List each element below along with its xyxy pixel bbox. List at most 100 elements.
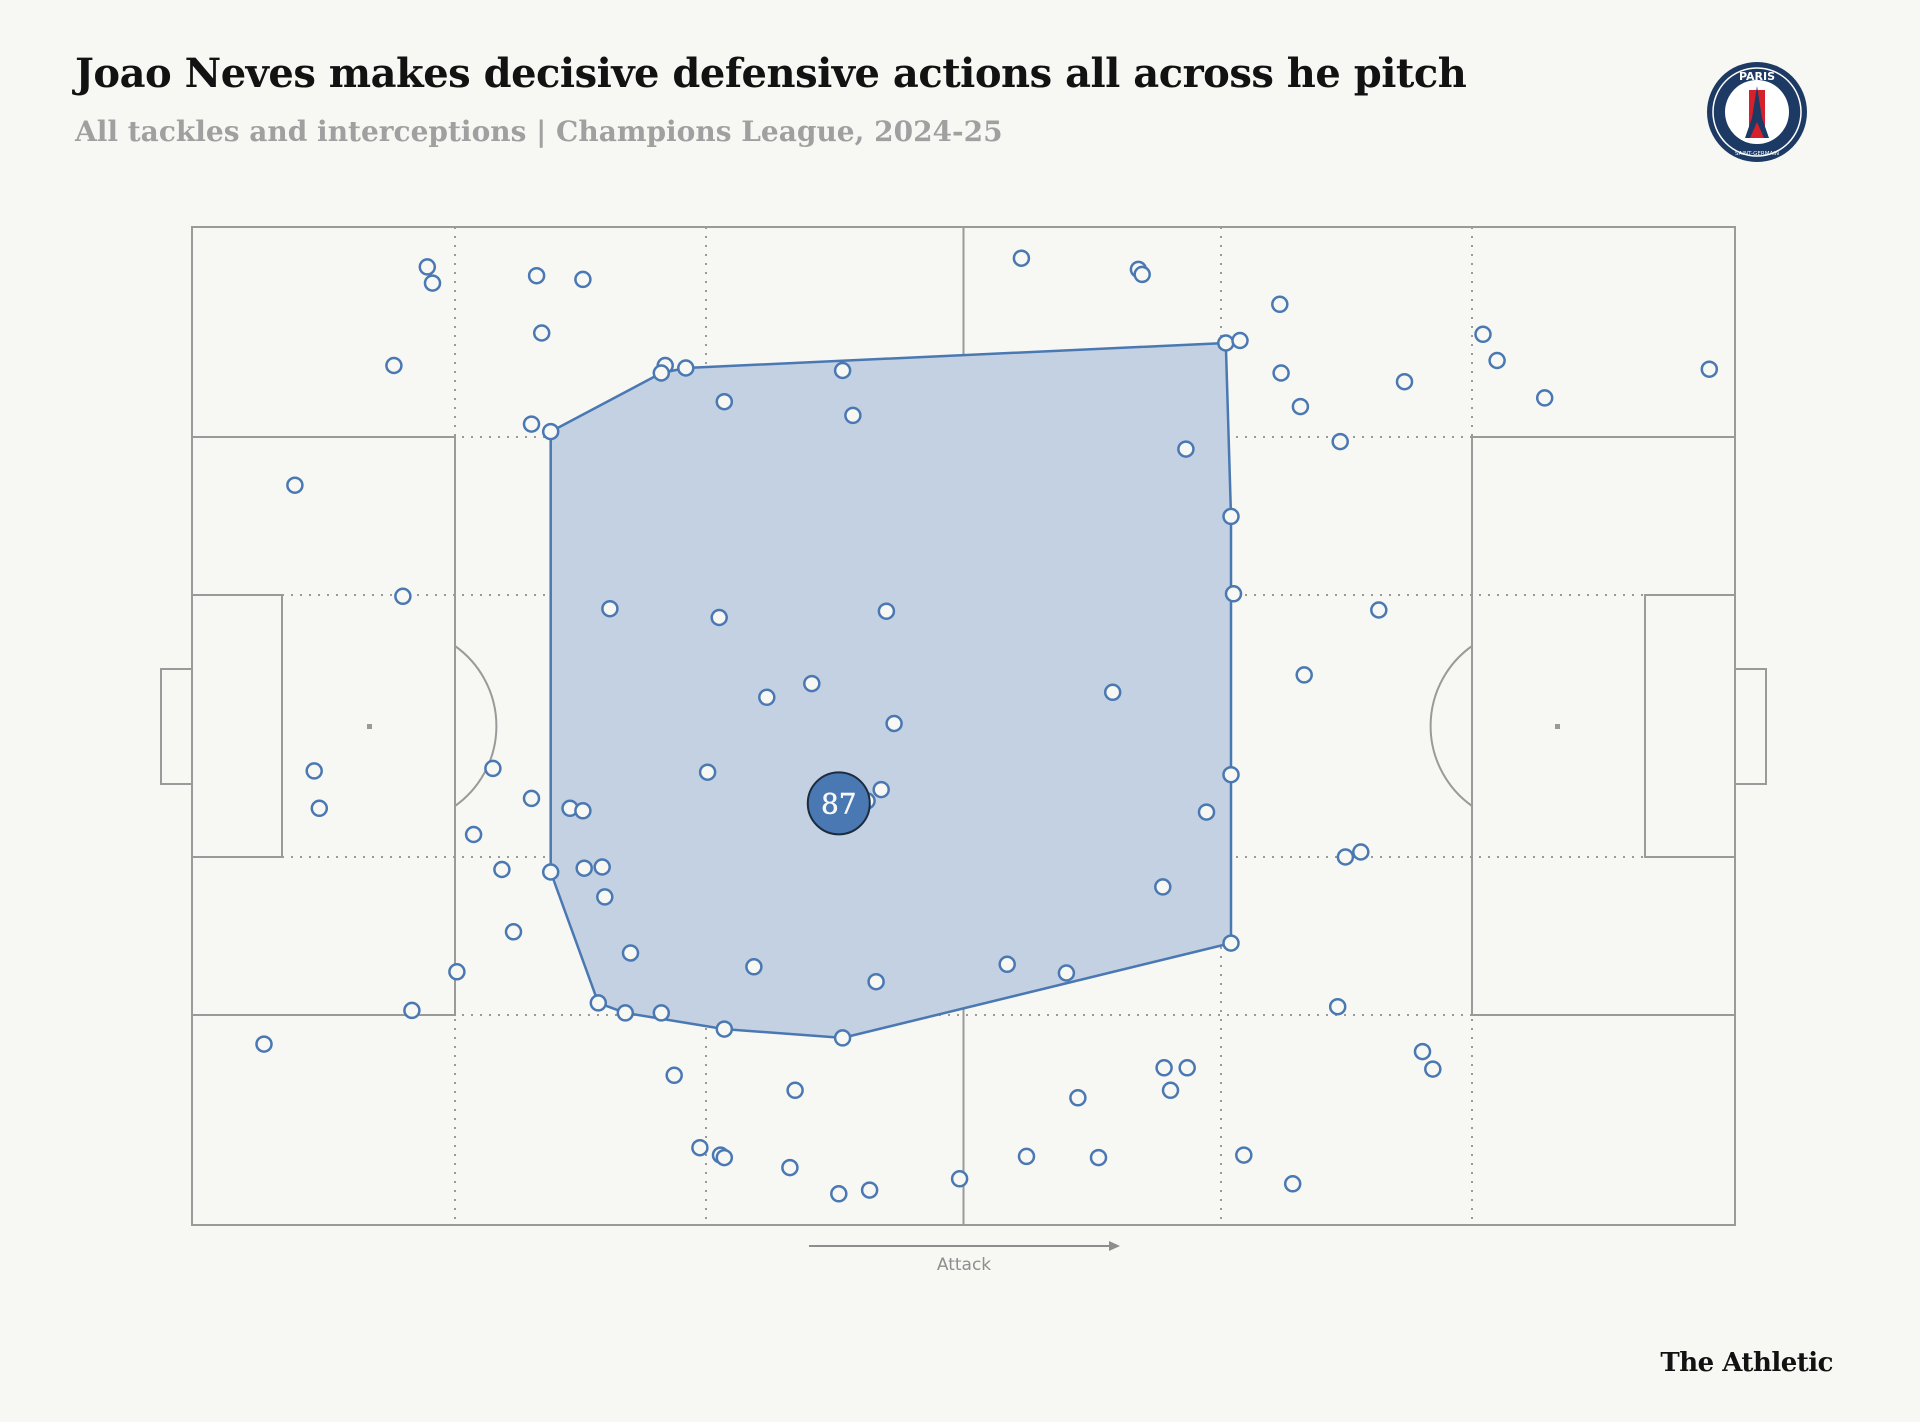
action-point [652, 1004, 671, 1022]
action-point [574, 270, 592, 289]
logo-bottom-text: SAINT-GERMAIN [1735, 151, 1779, 157]
action-point [1235, 1146, 1253, 1164]
action-point [418, 258, 437, 276]
right-goal [1734, 668, 1767, 785]
action-point [885, 714, 903, 733]
action-point [448, 963, 466, 981]
action-point [596, 888, 614, 906]
action-point [1352, 843, 1370, 861]
action-point [1197, 803, 1216, 821]
action-point [616, 1004, 635, 1022]
action-point [1474, 325, 1492, 344]
right-six-yard-box [1644, 594, 1736, 858]
left-penalty-box [191, 436, 456, 1016]
action-point [786, 1081, 804, 1100]
action-point [1222, 507, 1240, 526]
action-point [1089, 1148, 1108, 1167]
action-point [527, 266, 546, 285]
action-point [1222, 765, 1240, 784]
action-point [1178, 1059, 1196, 1077]
action-point [830, 1185, 848, 1203]
action-point [541, 863, 560, 881]
right-penalty-box [1471, 436, 1736, 1016]
action-point [1413, 1042, 1432, 1061]
action-point [844, 406, 862, 425]
action-point [950, 1170, 969, 1188]
action-point [665, 1066, 683, 1085]
chart-title: Joao Neves makes decisive defensive acti… [75, 50, 1467, 97]
action-point [522, 789, 541, 808]
action-point [484, 759, 502, 778]
action-point [574, 802, 592, 820]
action-point [522, 415, 541, 433]
right-penalty-spot [1555, 724, 1560, 729]
left-penalty-spot [367, 724, 372, 729]
action-point [1133, 265, 1151, 284]
action-point [1283, 1175, 1302, 1193]
action-point [286, 476, 304, 494]
action-point [1231, 331, 1249, 350]
action-point [781, 1158, 799, 1177]
action-point [872, 780, 890, 799]
action-point [601, 599, 619, 618]
action-point [715, 392, 734, 411]
action-point [493, 860, 511, 879]
attack-direction: Attack [809, 1241, 1120, 1275]
action-point [860, 1181, 879, 1199]
action-point [677, 359, 695, 377]
action-point [403, 1001, 421, 1020]
action-point [715, 1020, 734, 1038]
action-point [803, 674, 821, 693]
attack-arrow-head [1109, 1241, 1120, 1251]
average-position-marker [806, 771, 871, 836]
action-point [1331, 432, 1349, 451]
action-point [575, 859, 593, 877]
action-point [1424, 1060, 1442, 1078]
attack-label: Attack [937, 1255, 991, 1275]
action-point [1700, 360, 1719, 378]
action-point [710, 608, 728, 627]
psg-crest-icon: PARIS SAINT-GERMAIN [1707, 62, 1807, 162]
activity-hull [549, 341, 1233, 1040]
action-point [1336, 848, 1355, 866]
action-point [1271, 295, 1289, 314]
action-point [385, 356, 403, 375]
action-point [1057, 964, 1076, 982]
action-point [1370, 601, 1388, 619]
action-points [255, 249, 1719, 1203]
action-point [867, 972, 885, 991]
action-point [652, 364, 671, 382]
action-point [1177, 440, 1195, 458]
action-point [423, 274, 442, 292]
action-point [715, 1148, 734, 1167]
action-point [532, 324, 551, 342]
action-point [394, 587, 412, 606]
action-point [1395, 372, 1414, 391]
action-point [593, 858, 611, 876]
average-position-badge: 87 [806, 771, 871, 836]
action-point [305, 762, 323, 780]
pitch-markings [160, 226, 1767, 1226]
action-point [1069, 1089, 1087, 1107]
action-point [621, 944, 640, 962]
action-point [1535, 389, 1554, 407]
action-point [691, 1138, 709, 1157]
brand-logo: The Athletic [1660, 1348, 1833, 1378]
action-point [1017, 1147, 1036, 1166]
action-point [1154, 878, 1172, 896]
action-point [745, 958, 763, 976]
action-point [1012, 249, 1031, 267]
action-point [1155, 1059, 1173, 1077]
action-point [589, 994, 608, 1012]
action-point [1291, 397, 1310, 416]
action-point [310, 799, 329, 818]
action-point [541, 422, 560, 441]
action-point [1103, 683, 1122, 702]
action-point [998, 955, 1016, 974]
action-point [504, 923, 523, 941]
action-point [255, 1035, 273, 1053]
chart-subtitle: All tackles and interceptions | Champion… [75, 115, 1003, 148]
action-point [833, 361, 852, 380]
left-penalty-arc [454, 645, 498, 807]
